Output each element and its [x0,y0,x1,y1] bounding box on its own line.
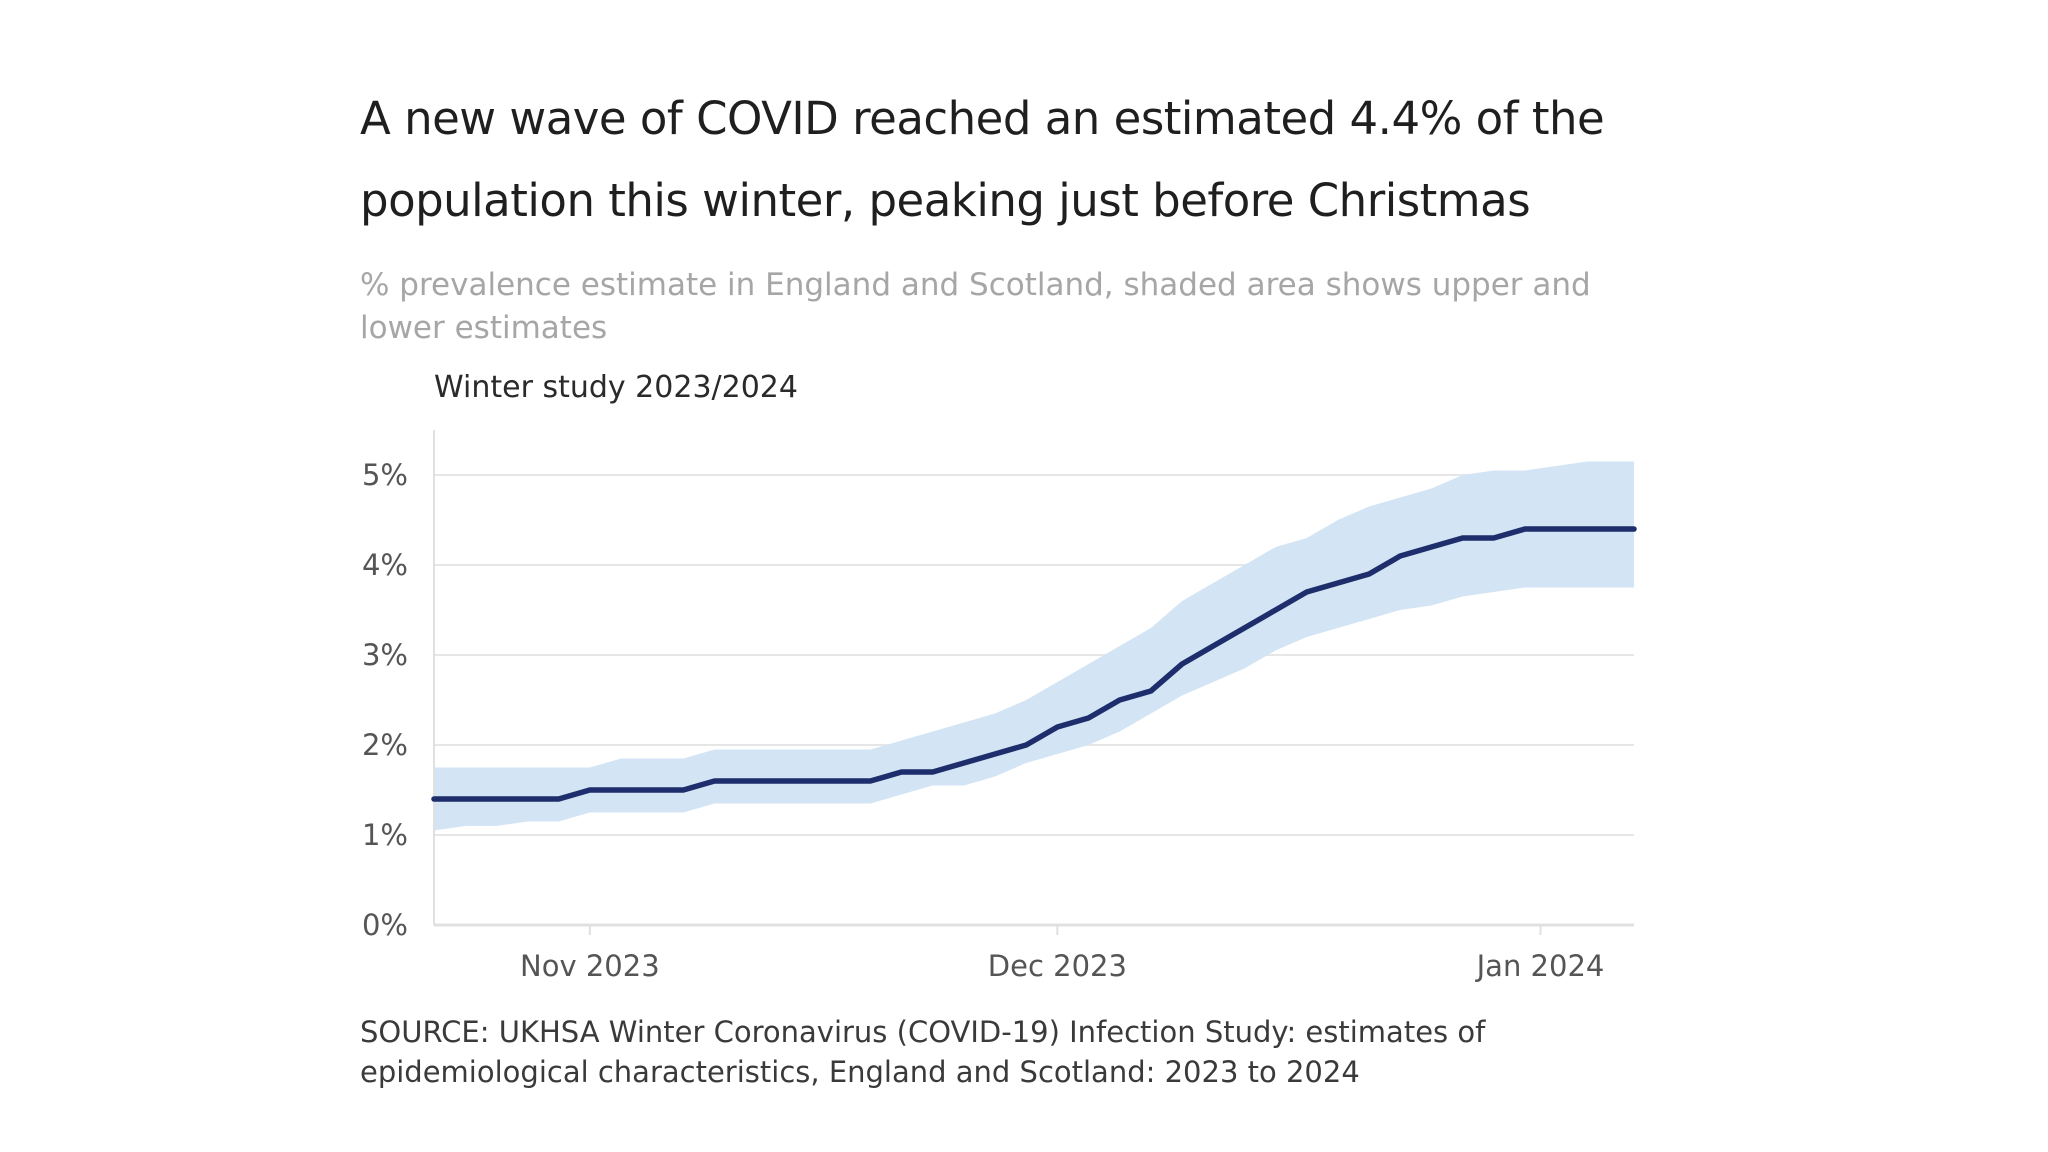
x-tick-label-2: Jan 2024 [1475,949,1605,983]
chart-source: SOURCE: UKHSA Winter Coronavirus (COVID-… [360,1015,1486,1089]
y-axis-labels: 0% 1% 2% 3% 4% 5% [362,458,408,942]
chart-title: A new wave of COVID reached an estimated… [360,92,1605,227]
prevalence-line [431,526,1637,802]
estimate-band [434,461,1634,831]
y-tick-label-0: 0% [362,908,408,942]
y-tick-label-4: 4% [362,548,408,582]
axes [433,430,1634,927]
y-tick-label-1: 1% [362,818,408,852]
chart-subtitle: % prevalence estimate in England and Sco… [360,267,1591,346]
chart-figure: A new wave of COVID reached an estimated… [360,78,1660,350]
prevalence-line-series-0 [431,526,1637,802]
x-tick-label-0: Nov 2023 [520,949,660,983]
x-axis-labels: Nov 2023 Dec 2023 Jan 2024 [520,925,1604,983]
chart-series-title: Winter study 2023/2024 [434,370,798,405]
y-tick-label-2: 2% [362,728,408,762]
y-tick-label-3: 3% [362,638,408,672]
y-tick-label-5: 5% [362,458,408,492]
x-tick-label-1: Dec 2023 [988,949,1127,983]
estimate-band-series-0 [434,461,1634,831]
